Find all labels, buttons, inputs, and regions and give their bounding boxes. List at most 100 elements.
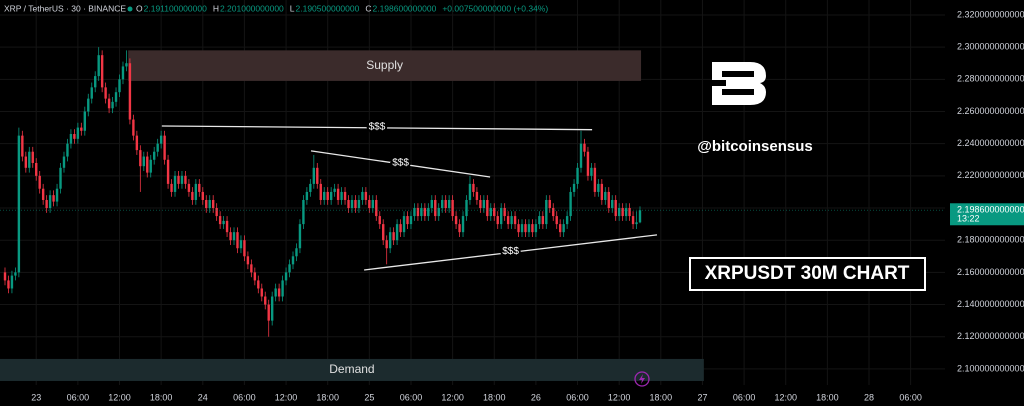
caption-box — [689, 257, 926, 291]
ohlc-key: H — [213, 3, 219, 13]
candle-body — [170, 183, 173, 192]
countdown: 13:22 — [957, 214, 980, 224]
candle-body — [90, 87, 93, 99]
candle-body — [524, 224, 527, 233]
candle-body — [548, 199, 551, 209]
ohlc-key: C — [365, 3, 371, 13]
candle-body — [402, 216, 406, 233]
candle-body — [302, 199, 305, 225]
candle-body — [427, 208, 430, 217]
x-tick-label: 28 — [864, 392, 874, 402]
candle-body — [385, 240, 388, 249]
candle-body — [239, 240, 243, 249]
candle-body — [545, 199, 548, 225]
candle-body — [94, 76, 97, 88]
candle-body — [31, 151, 34, 163]
candle-body — [565, 216, 569, 225]
candle-body — [479, 199, 482, 209]
candle-body — [399, 224, 402, 233]
candle-body — [364, 191, 368, 200]
candle-body — [232, 232, 236, 241]
x-tick-label: 18:00 — [150, 392, 173, 402]
candle-body — [538, 216, 541, 225]
candle-body — [472, 183, 475, 192]
candle-body — [531, 224, 534, 233]
x-tick-label: 12:00 — [441, 392, 464, 402]
candle-body — [468, 183, 472, 200]
candle-body — [354, 199, 357, 209]
candle-body — [350, 199, 354, 209]
candle-body — [41, 188, 45, 200]
candle-body — [493, 208, 496, 217]
candle-body — [579, 143, 583, 168]
candle-body — [229, 232, 232, 241]
candle-body — [409, 216, 413, 225]
candle-body — [420, 208, 423, 217]
brand-logo — [712, 62, 766, 105]
zone-label: Demand — [329, 362, 374, 376]
candle-body — [83, 111, 87, 131]
candle-body — [201, 191, 204, 200]
candle-body — [552, 208, 555, 217]
candle-body — [520, 224, 524, 233]
candle-body — [236, 232, 239, 249]
candle-body — [270, 296, 274, 321]
candle-body — [458, 224, 461, 233]
candle-body — [97, 55, 100, 77]
candle-body — [62, 156, 66, 168]
candle-body — [21, 135, 24, 157]
candle-body — [298, 224, 302, 249]
candle-body — [166, 159, 170, 184]
candle-body — [267, 304, 270, 321]
candle-body — [333, 188, 336, 192]
ohlc-header: O 2.191100000000 H 2.201000000000 L 2.1905000… — [136, 3, 548, 13]
candle-body — [260, 288, 263, 297]
y-tick-label: 2.100000000000 — [957, 363, 1024, 373]
candle-body — [447, 199, 451, 209]
x-tick-label: 18:00 — [483, 392, 506, 402]
candle-body — [264, 296, 267, 305]
candle-body — [586, 151, 590, 176]
y-tick-label: 2.220000000000 — [957, 170, 1024, 180]
candle-body — [87, 98, 90, 112]
candle-body — [291, 256, 295, 265]
candle-body — [177, 175, 180, 184]
candle-body — [617, 208, 621, 217]
candle-body — [184, 175, 187, 184]
candle-body — [572, 183, 576, 192]
y-tick-label: 2.180000000000 — [957, 235, 1024, 245]
candle-body — [631, 216, 635, 225]
zones: Supply Demand — [0, 50, 704, 381]
candle-body — [323, 191, 326, 200]
ohlc-value: 2.201000000000 — [220, 3, 284, 13]
candle-body — [28, 151, 31, 168]
candle-body — [527, 224, 531, 233]
candle-body — [590, 167, 593, 176]
trendline — [310, 150, 491, 178]
candle-body — [569, 191, 572, 217]
candle-body — [454, 216, 458, 225]
candle-body — [156, 143, 159, 152]
candle-body — [316, 167, 319, 184]
x-tick-label: 24 — [198, 392, 208, 402]
candle-body — [607, 191, 610, 209]
candle-body — [80, 127, 83, 131]
candle-body — [593, 167, 597, 192]
candle-body — [257, 280, 260, 289]
candle-body — [198, 183, 201, 192]
candle-body — [635, 222, 638, 225]
candle-body — [371, 199, 375, 209]
candle-body — [208, 199, 211, 209]
candle-body — [180, 175, 184, 184]
x-tick-label: 12:00 — [608, 392, 631, 402]
y-tick-label: 2.300000000000 — [957, 42, 1024, 52]
candle-body — [576, 167, 579, 184]
candle-body — [173, 175, 177, 192]
candle-body — [194, 183, 198, 200]
candle-body — [281, 280, 284, 297]
alert-icon[interactable] — [634, 371, 650, 387]
candle-body — [382, 224, 385, 241]
candle-body — [319, 183, 322, 200]
candle-body — [38, 175, 41, 189]
trendline-label: $$$ — [369, 121, 386, 132]
